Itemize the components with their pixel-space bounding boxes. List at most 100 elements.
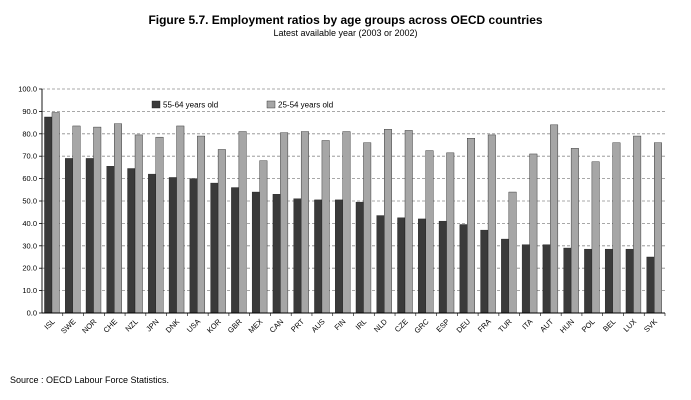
- category-label: LUX: [622, 317, 639, 334]
- category-label: JPN: [144, 317, 160, 333]
- category-label: NZL: [123, 317, 139, 333]
- bar-25-54: [550, 124, 559, 314]
- bar-25-54: [487, 134, 496, 314]
- bar-55-64: [459, 224, 468, 314]
- chart-subtitle: Latest available year (2003 or 2002): [273, 28, 418, 38]
- bar-55-64: [501, 238, 510, 314]
- bar-25-54: [384, 129, 392, 314]
- y-tick-label: 40.0: [22, 219, 37, 228]
- bar-55-64: [293, 198, 302, 314]
- bar-25-54: [529, 153, 538, 314]
- bar-25-54: [134, 134, 143, 314]
- category-label: SVK: [642, 317, 659, 334]
- bar-25-54: [612, 142, 621, 314]
- bar-55-64: [148, 173, 157, 314]
- bar-25-54: [155, 136, 164, 314]
- bar-55-64: [314, 199, 323, 314]
- bar-25-54: [425, 150, 434, 314]
- bar-55-64: [418, 218, 426, 314]
- bar-55-64: [272, 194, 281, 314]
- category-label: DNK: [164, 317, 182, 335]
- y-tick-label: 0.0: [27, 309, 37, 318]
- bar-25-54: [93, 126, 102, 314]
- bar-25-54: [363, 142, 372, 314]
- bar-25-54: [508, 191, 517, 314]
- bar-55-64: [44, 116, 53, 314]
- category-label: AUS: [309, 317, 326, 334]
- bar-25-54: [51, 112, 60, 314]
- bar-55-64: [85, 158, 94, 314]
- category-label: ESP: [434, 317, 451, 334]
- category-label: NOR: [80, 317, 99, 336]
- category-label: TUR: [496, 317, 514, 335]
- category-label: BEL: [601, 317, 617, 333]
- bar-25-54: [217, 149, 226, 314]
- bar-25-54: [114, 123, 122, 314]
- bar-55-64: [335, 199, 343, 314]
- bar-55-64: [168, 177, 177, 314]
- bar-25-54: [467, 138, 475, 314]
- category-label: PRT: [289, 317, 306, 334]
- category-label: CHE: [102, 317, 120, 335]
- category-label: ITA: [520, 317, 534, 331]
- category-label: NLD: [372, 317, 389, 334]
- legend-swatch: [266, 100, 276, 109]
- bar-55-64: [355, 201, 364, 314]
- y-tick-label: 100.0: [18, 85, 37, 94]
- bar-25-54: [446, 152, 455, 314]
- bar-55-64: [646, 256, 655, 314]
- y-tick-label: 60.0: [22, 174, 37, 183]
- bar-55-64: [189, 178, 198, 314]
- bar-55-64: [397, 217, 406, 314]
- category-label: IRL: [354, 317, 369, 332]
- bar-55-64: [521, 244, 530, 314]
- bar-25-54: [321, 140, 330, 314]
- y-tick-label: 90.0: [22, 107, 37, 116]
- category-label: CZE: [393, 317, 410, 334]
- category-label: FRA: [476, 317, 493, 334]
- y-tick-label: 20.0: [22, 264, 37, 273]
- bar-25-54: [404, 130, 413, 314]
- category-label: GRC: [412, 317, 431, 336]
- bar-55-64: [625, 248, 634, 314]
- bar-55-64: [65, 158, 73, 314]
- bar-55-64: [231, 187, 240, 314]
- category-label: MEX: [247, 317, 265, 335]
- category-label: POL: [580, 317, 597, 334]
- chart-title: Figure 5.7. Employment ratios by age gro…: [148, 13, 543, 27]
- category-label: CAN: [268, 317, 286, 335]
- category-label: AUT: [538, 317, 555, 334]
- bar-25-54: [591, 161, 600, 314]
- source-note: Source : OECD Labour Force Statistics.: [10, 375, 170, 385]
- bar-55-64: [438, 220, 447, 314]
- bar-55-64: [542, 244, 551, 314]
- bar-25-54: [570, 148, 579, 314]
- legend-swatch: [151, 100, 161, 109]
- category-label: ISL: [42, 317, 56, 331]
- bar-55-64: [584, 248, 593, 314]
- legend-label: 25-54 years old: [278, 101, 333, 110]
- y-tick-label: 50.0: [22, 197, 37, 206]
- bar-25-54: [238, 131, 247, 314]
- category-label: FIN: [333, 317, 348, 332]
- bar-55-64: [210, 182, 219, 314]
- category-label: GBR: [226, 317, 244, 335]
- y-tick-label: 70.0: [22, 152, 37, 161]
- bar-25-54: [342, 131, 351, 314]
- y-tick-label: 30.0: [22, 241, 37, 250]
- bar-25-54: [176, 125, 185, 314]
- bar-55-64: [604, 248, 613, 314]
- category-label: SWE: [59, 317, 77, 335]
- bar-55-64: [563, 247, 572, 314]
- category-label: KOR: [205, 317, 223, 335]
- y-tick-label: 10.0: [22, 286, 37, 295]
- bar-55-64: [251, 191, 260, 314]
- bar-25-54: [259, 160, 268, 314]
- category-label: HUN: [558, 317, 576, 335]
- bar-25-54: [300, 131, 309, 314]
- bar-25-54: [197, 135, 206, 314]
- bar-25-54: [72, 125, 81, 314]
- bar-25-54: [280, 132, 289, 314]
- legend-label: 55-64 years old: [163, 101, 218, 110]
